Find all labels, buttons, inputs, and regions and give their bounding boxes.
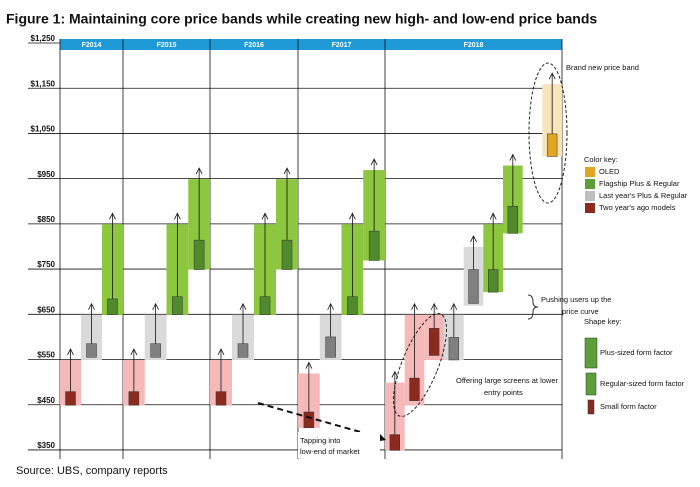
- model-marker: [507, 205, 518, 234]
- arrow-head: [391, 370, 399, 378]
- shape-swatch: [584, 337, 598, 369]
- shape-swatch: [587, 399, 595, 415]
- arrow-head: [349, 212, 356, 220]
- arrow-head: [88, 302, 95, 310]
- model-marker: [429, 328, 440, 356]
- arrow-head: [130, 348, 138, 356]
- y-tick-label: $950: [37, 170, 55, 179]
- key-title: Color key:: [584, 155, 618, 164]
- legend-swatch: [585, 179, 595, 189]
- model-marker: [172, 296, 183, 316]
- year-label: F2016: [244, 42, 264, 49]
- model-marker: [409, 377, 420, 401]
- legend-label: Last year's Plus & Regular: [599, 191, 688, 200]
- model-marker: [448, 337, 459, 361]
- label-bg: [298, 432, 380, 458]
- arrow-head: [305, 361, 313, 369]
- shape-swatch: [585, 372, 597, 396]
- arrow-head: [195, 167, 203, 175]
- shape-label: Regular-sized form factor: [600, 379, 685, 388]
- arrow-head: [327, 302, 334, 310]
- y-tick-label: $1,250: [31, 34, 56, 43]
- annotation: Brand new price band: [566, 63, 639, 72]
- y-tick-label: $350: [37, 441, 55, 450]
- header-bar: [60, 39, 562, 50]
- arrow-head: [548, 72, 556, 80]
- model-marker: [468, 269, 479, 304]
- arrow-head: [509, 153, 517, 161]
- arrow-head: [217, 348, 225, 356]
- arrow-head: [489, 212, 497, 220]
- legend-label: Two year's ago models: [599, 203, 676, 212]
- bracket: [527, 294, 539, 320]
- model-marker: [259, 296, 271, 316]
- annotation: Pushing users up the: [541, 295, 611, 304]
- model-marker: [107, 298, 118, 316]
- y-tick-label: $750: [37, 260, 55, 269]
- model-marker: [303, 411, 315, 429]
- y-tick-label: $550: [37, 351, 55, 360]
- keys: Color key: OLED Flagship Plus & Regular Las…: [584, 155, 688, 415]
- model-marker: [325, 336, 336, 358]
- legend-swatch: [585, 203, 595, 213]
- arrow-head: [67, 348, 74, 356]
- arrow-head: [283, 167, 291, 175]
- arrow-head: [470, 235, 477, 243]
- arrow-head: [152, 302, 159, 310]
- model-marker: [86, 343, 97, 358]
- annotation: Offering large screens at lower: [456, 376, 558, 385]
- model-marker: [215, 391, 227, 406]
- plot-area: $1,250 $1,150 $1,050 $950 $850 $750 $650 $550 $4…: [28, 34, 563, 459]
- source: Source: UBS, company reports: [16, 465, 168, 477]
- y-tick-label: $450: [37, 396, 55, 405]
- model-marker: [150, 343, 161, 358]
- model-marker: [65, 391, 76, 406]
- model-marker: [347, 296, 358, 316]
- y-tick-label: $650: [37, 305, 55, 314]
- model-marker: [237, 343, 249, 358]
- legend-label: Flagship Plus & Regular: [599, 179, 680, 188]
- model-marker: [368, 230, 380, 261]
- model-marker: [547, 133, 558, 157]
- arrow-head: [370, 158, 378, 166]
- ellipse: [392, 313, 448, 417]
- year-label: F2014: [82, 42, 102, 49]
- annotation: Tapping into: [300, 436, 340, 445]
- arrow-head: [109, 212, 116, 220]
- arrow-head: [174, 212, 181, 220]
- legend-swatch: [585, 167, 595, 177]
- arrow-head: [411, 302, 418, 310]
- model-marker: [193, 239, 205, 270]
- dashed-arrow: [257, 402, 379, 438]
- annotation: price curve: [562, 307, 599, 316]
- y-tick-label: $1,050: [31, 125, 56, 134]
- shape-label: Plus-sized form factor: [600, 348, 673, 357]
- arrow-head: [239, 302, 247, 310]
- arrow-head: [450, 302, 458, 310]
- y-tick-label: $1,150: [31, 79, 56, 88]
- key-title: Shape key:: [584, 317, 622, 326]
- model-marker: [281, 239, 293, 270]
- chart-title: Figure 1: Maintaining core price bands w…: [6, 11, 597, 27]
- model-marker: [389, 434, 400, 451]
- year-label: F2018: [464, 42, 484, 49]
- shape-label: Small form factor: [600, 402, 657, 411]
- annotation: entry points: [484, 388, 523, 397]
- year-label: F2015: [157, 42, 177, 49]
- legend-label: OLED: [599, 167, 620, 176]
- y-tick-label: $850: [37, 215, 55, 224]
- arrow-head: [430, 302, 438, 310]
- legend-swatch: [585, 191, 595, 201]
- year-label: F2017: [332, 42, 352, 49]
- arrow-head: [261, 212, 269, 220]
- annotation: low-end of market: [300, 447, 361, 456]
- model-marker: [128, 391, 140, 406]
- model-marker: [488, 269, 499, 293]
- ellipse: [528, 62, 568, 204]
